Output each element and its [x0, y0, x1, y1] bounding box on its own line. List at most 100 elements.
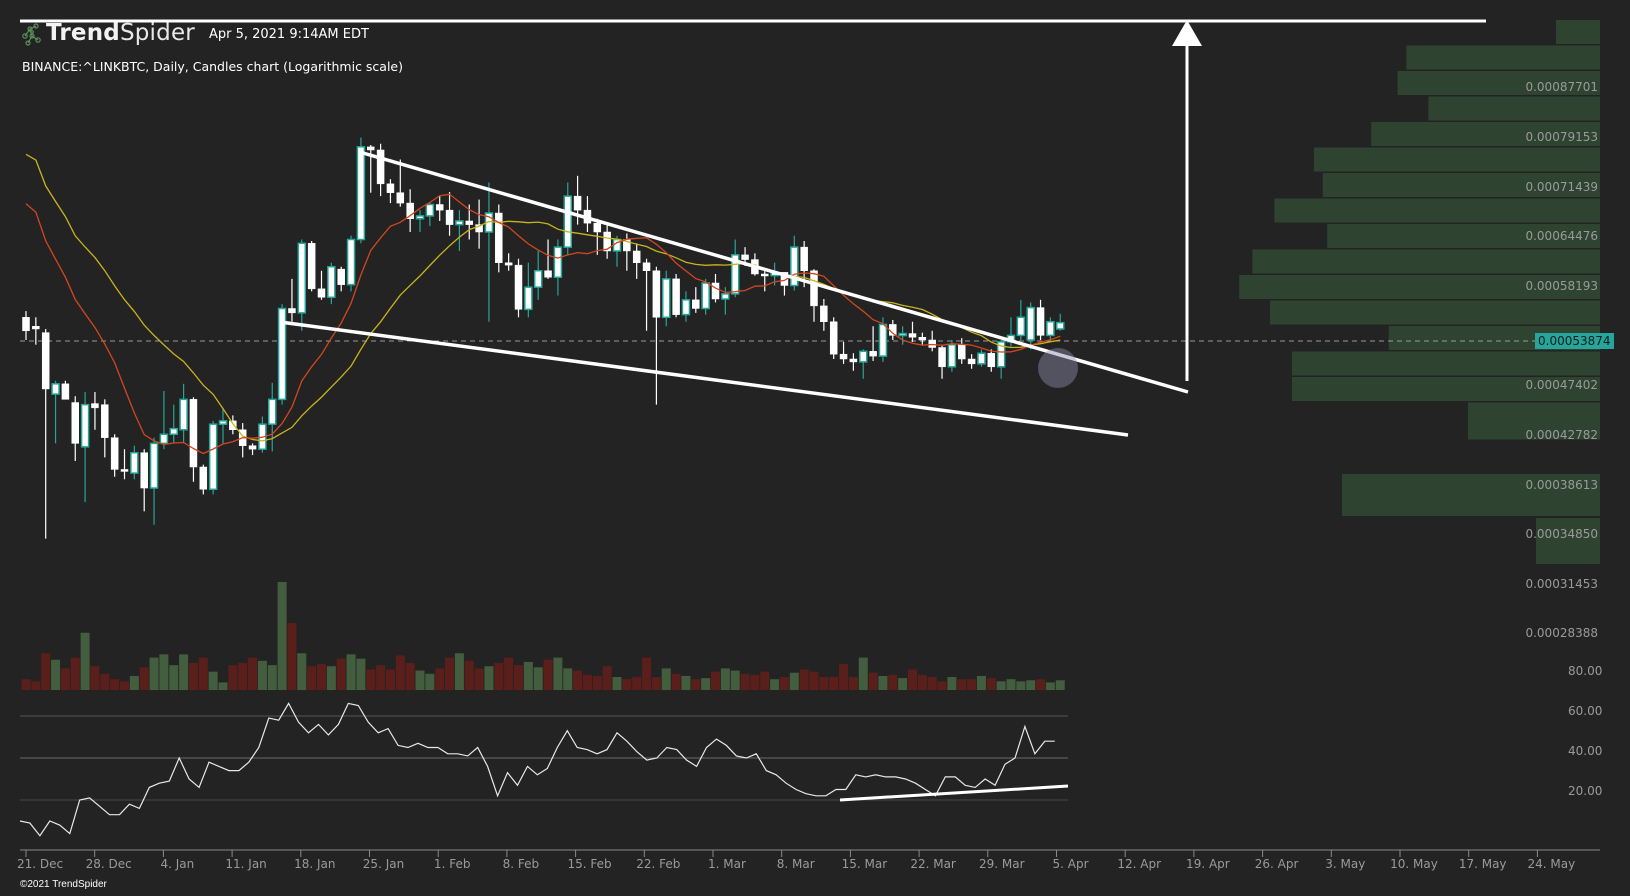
- candle-body: [356, 146, 366, 241]
- candle-body: [938, 347, 946, 368]
- candle-body: [741, 254, 749, 260]
- volume-bar: [336, 658, 346, 690]
- time-axis-label: 28. Dec: [85, 857, 132, 871]
- candle-body: [91, 403, 99, 409]
- brand-bold: Trend: [46, 20, 120, 46]
- candle-body: [800, 246, 808, 271]
- time-axis-label: 8. Feb: [502, 857, 540, 871]
- volume-bar: [51, 659, 61, 690]
- volume-bar: [632, 677, 642, 690]
- candle-body: [248, 445, 257, 450]
- candle-body: [996, 341, 1006, 368]
- volume-bar: [454, 653, 464, 690]
- volume-bar: [701, 678, 711, 690]
- volume-bar: [612, 677, 622, 690]
- candle-body: [268, 398, 277, 425]
- volume-bar: [868, 672, 878, 690]
- volume-bar: [829, 677, 839, 690]
- volume-profile-bar: [1371, 122, 1600, 146]
- volume-bar: [307, 666, 317, 690]
- candle-body: [159, 433, 169, 445]
- time-axis-label: 17. May: [1458, 857, 1507, 871]
- volume-profile-bar: [1468, 402, 1600, 440]
- volume-bar: [543, 659, 553, 690]
- candle-body: [928, 339, 936, 348]
- candle-body: [317, 288, 326, 298]
- time-axis-label: 25. Jan: [362, 857, 405, 871]
- volume-bar: [779, 677, 789, 690]
- candle-body: [790, 246, 799, 287]
- candle-body: [859, 350, 868, 363]
- candle-body: [455, 220, 464, 226]
- volume-bar: [661, 668, 671, 690]
- time-axis-label: 24. May: [1527, 857, 1576, 871]
- volume-bar: [425, 673, 435, 690]
- candle-body: [297, 242, 307, 314]
- price-axis-label: 0.00034850: [1525, 527, 1598, 541]
- volume-bar: [297, 653, 307, 690]
- candle-body: [307, 243, 316, 290]
- volume-bar: [504, 657, 514, 690]
- volume-bar: [711, 671, 720, 690]
- rsi-axis-label: 40.00: [1568, 744, 1603, 758]
- candle-body: [32, 325, 40, 330]
- volume-bar: [720, 668, 730, 690]
- candle-body: [51, 383, 60, 395]
- time-axis-label: 19. Apr: [1186, 857, 1230, 871]
- candle-body: [967, 358, 976, 365]
- volume-bar: [110, 679, 120, 690]
- candle-body: [662, 278, 671, 319]
- volume-bar: [129, 675, 139, 690]
- volume-bar: [188, 663, 198, 690]
- volume-bar: [198, 657, 208, 690]
- volume-bar: [228, 665, 238, 690]
- candle-body: [1016, 316, 1026, 337]
- rsi-axis-label: 20.00: [1568, 784, 1603, 798]
- candle-body: [277, 307, 287, 401]
- price-axis-label: 0.00064476: [1525, 229, 1598, 243]
- volume-bar: [169, 665, 179, 690]
- candle-body: [22, 317, 30, 332]
- time-axis-label: 1. Mar: [708, 857, 746, 871]
- header: TrendSpider Apr 5, 2021 9:14AM EDT: [18, 20, 369, 46]
- candle-body: [898, 332, 907, 337]
- candle-body: [367, 146, 375, 151]
- volume-bar: [356, 658, 366, 690]
- volume-profile-bar: [1274, 198, 1600, 223]
- candle-body: [721, 293, 730, 300]
- time-axis-label: 15. Mar: [841, 857, 888, 871]
- volume-bar: [1055, 680, 1065, 690]
- volume-bar: [839, 664, 849, 690]
- candle-body: [908, 333, 917, 338]
- volume-profile-bar: [1270, 300, 1600, 325]
- candle-body: [701, 282, 710, 310]
- price-axis-label: 0.00087701: [1525, 80, 1598, 94]
- volume-bar: [888, 674, 898, 690]
- volume-bar: [573, 670, 583, 690]
- price-axis-label: 0.00071439: [1525, 180, 1598, 194]
- volume-bar: [445, 657, 455, 690]
- candle-body: [672, 278, 680, 315]
- volume-bar: [474, 668, 484, 690]
- candle-body: [288, 308, 296, 314]
- candle-body: [573, 195, 582, 211]
- volume-bar: [218, 682, 228, 690]
- candle-body: [1036, 307, 1045, 336]
- volume-bar: [730, 670, 740, 690]
- volume-bar: [248, 657, 258, 690]
- time-axis-label: 8. Mar: [776, 857, 815, 871]
- time-axis-label: 3. May: [1325, 857, 1366, 871]
- volume-bar: [149, 657, 159, 690]
- candle-body: [149, 442, 159, 489]
- time-axis-label: 1. Feb: [433, 857, 471, 871]
- price-axis-label: 0.00038613: [1525, 478, 1598, 492]
- volume-bar: [681, 675, 691, 690]
- volume-bar: [41, 653, 51, 690]
- candle-body: [1056, 321, 1065, 330]
- candle-body: [101, 404, 109, 438]
- volume-profile-bar: [1342, 474, 1600, 516]
- candle-body: [692, 299, 700, 309]
- candle-body: [386, 183, 395, 193]
- volume-profile-bar: [1239, 275, 1600, 299]
